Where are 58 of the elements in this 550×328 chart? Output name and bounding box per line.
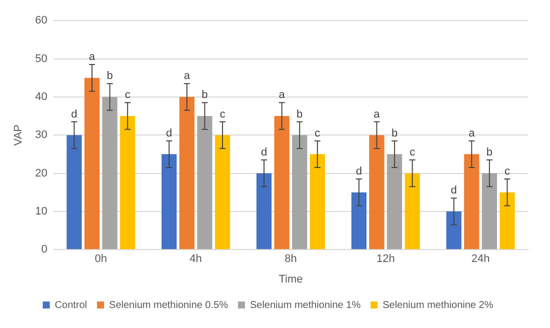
x-tick-label: 8h bbox=[284, 253, 297, 266]
bar bbox=[214, 135, 230, 250]
x-tick-label: 24h bbox=[471, 253, 490, 266]
data-label: c bbox=[314, 127, 321, 140]
bar bbox=[446, 211, 462, 250]
bar bbox=[197, 116, 212, 250]
y-tick-label: 50 bbox=[35, 52, 48, 65]
data-label: a bbox=[184, 70, 191, 82]
y-tick-label: 60 bbox=[35, 14, 48, 27]
data-label: c bbox=[504, 166, 510, 178]
data-label: a bbox=[88, 51, 96, 64]
bar bbox=[500, 192, 515, 250]
data-label: d bbox=[166, 127, 172, 140]
bar bbox=[351, 192, 366, 250]
legend-label: Selenium methionine 0.5% bbox=[109, 300, 228, 311]
y-tick-label: 40 bbox=[35, 90, 48, 103]
data-label: d bbox=[450, 184, 457, 197]
bar bbox=[102, 96, 118, 250]
bar bbox=[84, 78, 100, 250]
data-label: b bbox=[202, 89, 208, 102]
data-label: c bbox=[124, 89, 131, 102]
bar bbox=[274, 116, 290, 250]
data-label: a bbox=[468, 127, 476, 140]
bar bbox=[66, 135, 82, 250]
y-tick-label: 20 bbox=[35, 167, 48, 180]
legend-label: Selenium methionine 2% bbox=[382, 300, 494, 311]
data-label: c bbox=[410, 146, 416, 158]
bar bbox=[404, 173, 420, 250]
bar bbox=[162, 154, 177, 250]
data-label: b bbox=[486, 146, 493, 158]
y-tick-label: 30 bbox=[35, 129, 48, 142]
y-axis-title: VAP bbox=[12, 124, 25, 146]
bar bbox=[120, 116, 136, 250]
x-axis-title: Time bbox=[278, 273, 303, 286]
data-label: b bbox=[296, 108, 303, 120]
y-tick-label: 10 bbox=[35, 205, 48, 218]
bar bbox=[369, 135, 384, 250]
data-label: c bbox=[220, 108, 226, 120]
x-tick-label: 0h bbox=[94, 253, 108, 266]
bar bbox=[482, 173, 498, 250]
y-tick-label: 0 bbox=[41, 244, 48, 256]
bar bbox=[464, 154, 480, 250]
bar bbox=[310, 154, 325, 250]
x-tick-label: 4h bbox=[190, 253, 202, 266]
bar bbox=[386, 154, 402, 250]
bar bbox=[256, 173, 272, 250]
bar bbox=[179, 96, 194, 250]
data-label: b bbox=[106, 70, 113, 82]
legend-label: Selenium methionine 1% bbox=[250, 300, 361, 311]
bar bbox=[292, 135, 308, 250]
x-tick-label: 12h bbox=[376, 253, 395, 266]
data-label: d bbox=[260, 146, 268, 158]
data-label: a bbox=[374, 108, 381, 120]
data-label: d bbox=[356, 166, 362, 178]
data-label: d bbox=[71, 108, 78, 120]
data-label: a bbox=[278, 89, 286, 102]
legend-label: Control bbox=[54, 300, 88, 311]
data-label: b bbox=[391, 127, 398, 140]
